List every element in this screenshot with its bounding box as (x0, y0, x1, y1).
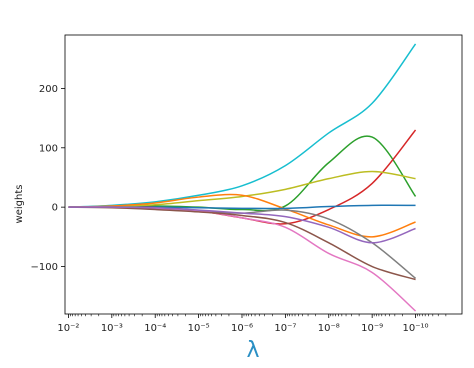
x-tick-label-5: 10⁻⁷ (274, 323, 296, 334)
x-tick-label-4: 10⁻⁶ (231, 323, 253, 334)
y-tick-label-3: −100 (31, 262, 58, 273)
x-tick-label-0: 10⁻² (57, 323, 79, 334)
y-tick-label-2: 0 (52, 203, 58, 214)
plot-frame (64, 34, 463, 315)
series-line-9 (68, 206, 416, 281)
x-tick-label-8: 10⁻¹⁰ (403, 323, 429, 334)
x-tick-label-7: 10⁻⁹ (361, 323, 383, 334)
x-tick-label-3: 10⁻⁵ (188, 323, 210, 334)
series-line-4 (68, 170, 416, 208)
x-tick-label-2: 10⁻⁴ (144, 323, 166, 334)
y-tick-label-0: 200 (39, 84, 58, 95)
series-line-1 (68, 43, 417, 208)
y-axis-title-group: weights (14, 185, 25, 224)
y-axis-title: weights (14, 185, 25, 224)
x-axis-title: λ (246, 338, 259, 363)
series-line-2 (68, 135, 417, 212)
series-line-8 (68, 206, 417, 312)
series-line-10 (68, 206, 416, 244)
x-tick-label-1: 10⁻³ (101, 323, 123, 334)
y-tick-label-1: 100 (39, 143, 58, 154)
x-tick-label-6: 10⁻⁸ (318, 323, 340, 334)
